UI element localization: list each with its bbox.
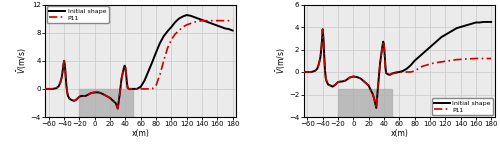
X-axis label: x(m): x(m) bbox=[132, 129, 150, 138]
Initial shape bbox=[381, 43, 387, 45]
Line: Initial shape: Initial shape bbox=[304, 22, 491, 108]
Initial shape bbox=[300, 71, 306, 73]
Initial shape bbox=[342, 80, 348, 81]
Initial shape bbox=[66, 98, 72, 100]
P11 bbox=[42, 88, 48, 90]
P11 bbox=[199, 20, 205, 22]
Initial shape bbox=[465, 24, 471, 26]
P11 bbox=[210, 20, 216, 22]
P11 bbox=[320, 28, 326, 30]
Initial shape bbox=[382, 54, 388, 56]
P11 bbox=[330, 86, 336, 87]
Initial shape bbox=[325, 83, 331, 85]
Initial shape bbox=[374, 107, 380, 109]
P11 bbox=[69, 99, 75, 101]
Initial shape bbox=[123, 74, 129, 76]
Line: P11: P11 bbox=[45, 21, 232, 109]
Initial shape bbox=[42, 88, 48, 90]
P11 bbox=[488, 58, 494, 59]
P11 bbox=[230, 20, 235, 22]
Initial shape bbox=[84, 94, 90, 96]
Initial shape bbox=[488, 21, 494, 23]
P11 bbox=[328, 85, 334, 86]
Line: P11: P11 bbox=[304, 29, 491, 108]
P11 bbox=[122, 67, 128, 69]
Bar bbox=[80, 89, 133, 117]
P11 bbox=[469, 58, 475, 60]
Initial shape bbox=[184, 14, 190, 16]
Initial shape bbox=[210, 23, 216, 25]
Legend: Initial shape, P11: Initial shape, P11 bbox=[432, 98, 493, 115]
P11 bbox=[115, 108, 121, 109]
Initial shape bbox=[230, 30, 235, 31]
P11 bbox=[84, 94, 90, 96]
Initial shape bbox=[69, 99, 75, 101]
P11 bbox=[300, 71, 306, 73]
X-axis label: x(m): x(m) bbox=[390, 129, 408, 138]
Bar bbox=[338, 89, 392, 117]
P11 bbox=[346, 77, 352, 79]
Initial shape bbox=[480, 21, 486, 23]
Initial shape bbox=[115, 108, 121, 109]
P11 bbox=[66, 98, 72, 100]
Y-axis label: $\bar{V}$(m/s): $\bar{V}$(m/s) bbox=[274, 48, 287, 74]
Y-axis label: $\bar{V}$(m/s): $\bar{V}$(m/s) bbox=[16, 48, 29, 74]
P11 bbox=[123, 74, 129, 76]
P11 bbox=[382, 67, 388, 68]
Legend: Initial shape, P11: Initial shape, P11 bbox=[47, 6, 108, 23]
P11 bbox=[374, 107, 380, 109]
Initial shape bbox=[122, 67, 128, 69]
P11 bbox=[382, 54, 388, 56]
Line: Initial shape: Initial shape bbox=[45, 15, 232, 109]
Initial shape bbox=[328, 85, 334, 86]
